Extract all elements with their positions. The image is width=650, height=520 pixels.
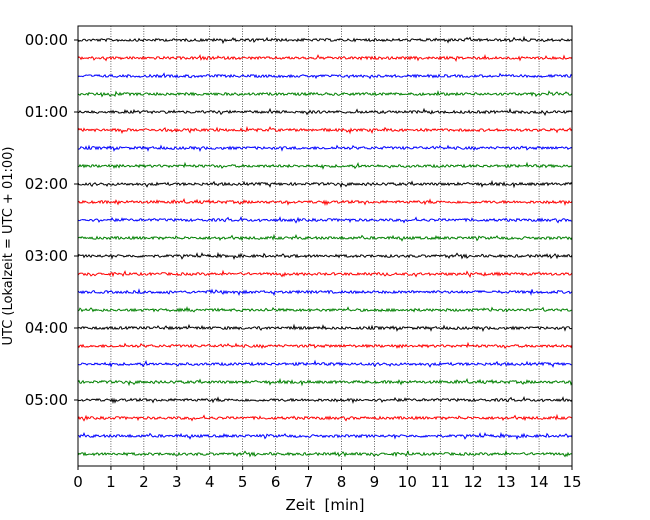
x-tick-label: 7 [304, 473, 314, 491]
plot-frame [77, 25, 573, 467]
y-tick-label: 05:00 [25, 391, 68, 409]
trace-0430 [77, 359, 573, 368]
trace-0445 [77, 377, 573, 387]
y-tick-label: 02:00 [25, 175, 68, 193]
grid-lines [110, 26, 540, 466]
x-tick-label: 5 [238, 473, 248, 491]
seismic-traces [77, 35, 573, 458]
trace-0115 [77, 125, 573, 135]
x-tick-label: 1 [106, 473, 116, 491]
x-tick-label: 4 [205, 473, 215, 491]
trace-0400 [77, 323, 573, 332]
x-axis-label: Zeit [min] [285, 496, 364, 514]
x-tick-label: 8 [337, 473, 347, 491]
x-tick-label: 10 [398, 473, 417, 491]
y-axis-ticks: 00:00 01:00 02:00 03:00 04:00 05:00 [25, 31, 78, 409]
x-tick-label: 9 [370, 473, 380, 491]
trace-0015 [77, 54, 573, 63]
x-tick-label: 11 [431, 473, 450, 491]
x-tick-label: 3 [172, 473, 182, 491]
trace-0130 [77, 144, 573, 152]
x-tick-label: 0 [73, 473, 83, 491]
y-axis-label: UTC (Lokalzeit = UTC + 01:00) [1, 147, 16, 346]
trace-0500 [77, 395, 573, 405]
trace-0300 [77, 251, 573, 261]
trace-0100 [77, 107, 573, 116]
trace-0515 [77, 413, 573, 422]
trace-0245 [77, 233, 573, 242]
y-tick-label: 00:00 [25, 31, 68, 49]
trace-0530 [77, 431, 573, 441]
trace-0545 [77, 449, 573, 458]
x-tick-label: 6 [271, 473, 281, 491]
trace-0000 [77, 35, 573, 45]
trace-0415 [77, 341, 573, 349]
x-tick-label: 15 [562, 473, 581, 491]
x-axis-ticks: 0 1 2 3 4 5 6 7 8 9 10 11 12 13 14 15 [73, 466, 582, 491]
x-tick-label: 2 [139, 473, 149, 491]
y-tick-label: 03:00 [25, 247, 68, 265]
trace-0230 [77, 215, 573, 224]
trace-0345 [77, 305, 572, 313]
trace-0030 [77, 72, 573, 80]
trace-0200 [77, 179, 573, 189]
trace-0215 [77, 197, 573, 207]
y-tick-label: 04:00 [25, 319, 68, 337]
x-tick-label: 13 [497, 473, 516, 491]
trace-0315 [77, 269, 573, 278]
x-tick-label: 14 [530, 473, 549, 491]
y-tick-label: 01:00 [25, 103, 68, 121]
trace-0145 [77, 161, 573, 170]
x-tick-label: 12 [464, 473, 483, 491]
trace-0045 [77, 90, 573, 98]
trace-0330 [77, 288, 573, 297]
